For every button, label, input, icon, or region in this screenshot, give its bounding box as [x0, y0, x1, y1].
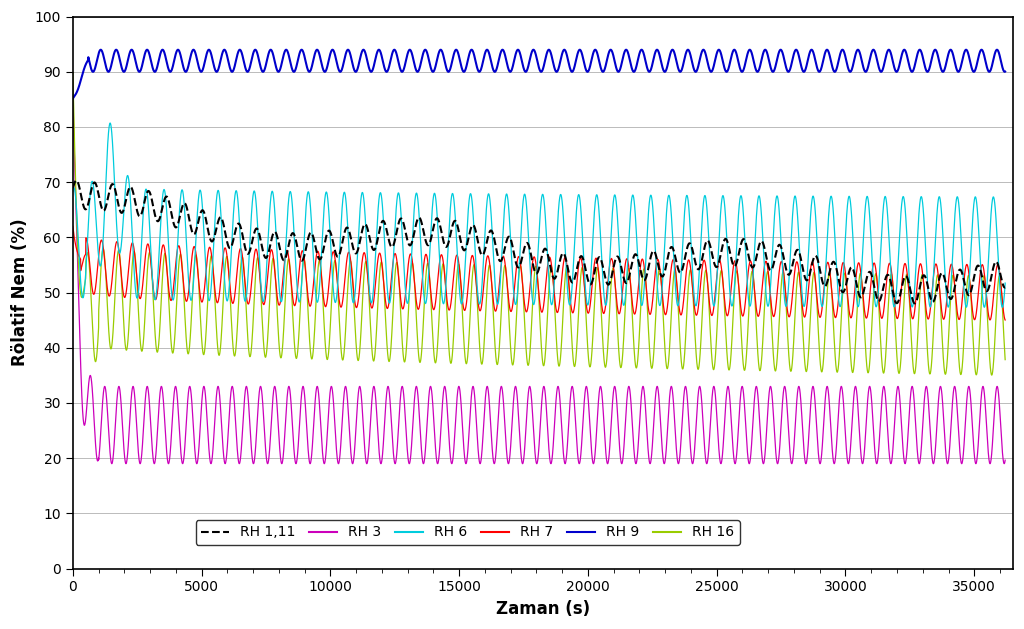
RH 1,11 [999, 284, 1012, 291]
RH 6 [166, 295, 178, 303]
RH 9 [166, 64, 178, 72]
RH 1,11 [71, 177, 83, 184]
RH 16 [676, 364, 688, 371]
RH 9 [693, 56, 706, 64]
Y-axis label: Rölatif Nem (%): Rölatif Nem (%) [11, 219, 29, 366]
RH 1,11 [676, 266, 688, 274]
RH 3 [67, 90, 79, 97]
RH 16 [999, 356, 1012, 364]
RH 6 [693, 257, 706, 265]
RH 6 [911, 231, 924, 238]
RH 6 [104, 120, 117, 127]
RH 9 [999, 68, 1012, 75]
RH 6 [143, 217, 156, 225]
RH 9 [697, 46, 710, 53]
RH 6 [111, 218, 123, 226]
RH 1,11 [67, 184, 79, 192]
RH 6 [67, 187, 79, 195]
RH 1,11 [143, 187, 156, 195]
RH 7 [166, 292, 178, 300]
RH 7 [111, 238, 123, 246]
RH 1,11 [166, 214, 178, 222]
RH 16 [693, 354, 706, 362]
RH 3 [999, 457, 1012, 464]
Line: RH 6: RH 6 [73, 123, 1006, 308]
Line: RH 16: RH 16 [73, 72, 1006, 375]
Line: RH 9: RH 9 [73, 50, 1006, 99]
RH 9 [676, 65, 688, 72]
RH 9 [143, 50, 156, 57]
Line: RH 3: RH 3 [73, 94, 1006, 464]
RH 7 [693, 289, 706, 296]
RH 9 [111, 46, 123, 53]
RH 1,11 [908, 299, 921, 307]
RH 16 [143, 249, 156, 257]
RH 1,11 [693, 264, 706, 271]
RH 7 [999, 316, 1012, 324]
RH 16 [166, 349, 178, 357]
RH 6 [996, 304, 1009, 311]
RH 3 [166, 415, 178, 422]
RH 3 [111, 404, 123, 411]
RH 16 [111, 265, 123, 273]
RH 16 [67, 69, 79, 76]
RH 7 [67, 223, 79, 230]
Line: RH 7: RH 7 [73, 226, 1006, 320]
RH 3 [530, 460, 543, 467]
Line: RH 1,11: RH 1,11 [73, 181, 1006, 303]
RH 6 [999, 279, 1012, 287]
Legend: RH 1,11, RH 3, RH 6, RH 7, RH 9, RH 16: RH 1,11, RH 3, RH 6, RH 7, RH 9, RH 16 [196, 520, 739, 545]
RH 7 [143, 245, 156, 252]
X-axis label: Zaman (s): Zaman (s) [496, 600, 590, 618]
RH 3 [693, 383, 706, 391]
RH 7 [911, 277, 924, 284]
RH 9 [67, 95, 79, 103]
RH 9 [911, 50, 924, 57]
RH 3 [143, 397, 156, 404]
RH 3 [676, 419, 688, 426]
RH 3 [911, 451, 924, 459]
RH 6 [676, 252, 688, 259]
RH 7 [676, 308, 688, 316]
RH 16 [986, 371, 998, 379]
RH 1,11 [111, 192, 123, 199]
RH 16 [911, 335, 924, 343]
RH 1,11 [911, 293, 924, 301]
